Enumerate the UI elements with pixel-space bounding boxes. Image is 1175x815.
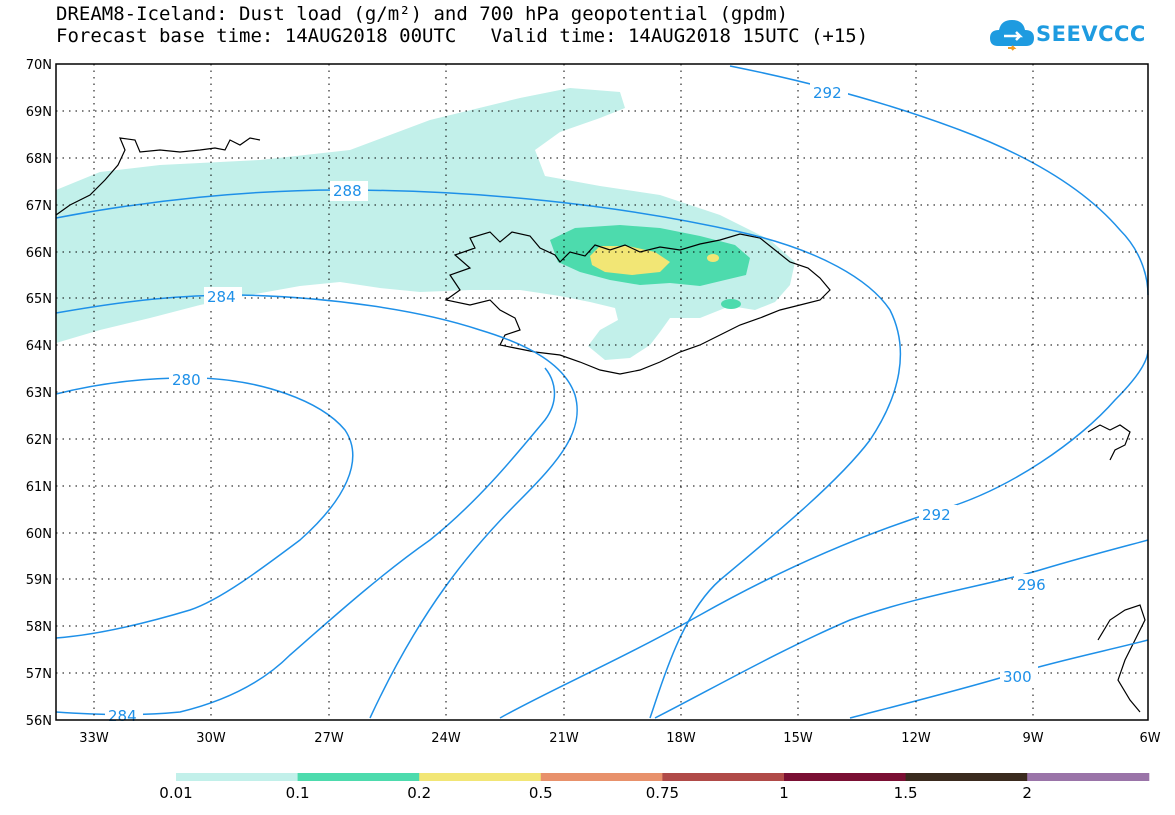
- contour-label-288: 288: [333, 182, 362, 200]
- lat-label-63n: 63N: [26, 386, 52, 401]
- contour-280: [55, 377, 354, 639]
- contour-284-south: [55, 367, 556, 716]
- lat-label-69n: 69N: [26, 105, 52, 120]
- contour-label-284-south: 284: [108, 707, 137, 725]
- lat-label-64n: 64N: [26, 339, 52, 354]
- lat-label-58n: 58N: [26, 620, 52, 635]
- legend-swatch-1: [297, 773, 420, 781]
- legend-swatch-0: [176, 773, 299, 781]
- contour-label-300: 300: [1003, 668, 1032, 686]
- lat-label-65n: 65N: [26, 292, 52, 307]
- cloud-icon: [990, 20, 1034, 51]
- contour-label-284: 284: [207, 288, 236, 306]
- contour-296: [654, 539, 1149, 719]
- contour-label-296: 296: [1017, 576, 1046, 594]
- lon-label-12w: 12W: [901, 731, 931, 746]
- legend-swatch-6: [905, 773, 1028, 781]
- legend-tick-label: 0.5: [528, 784, 553, 802]
- dust-region-0.2: [590, 246, 670, 275]
- dust-spot-0.2: [707, 254, 719, 262]
- lon-label-18w: 18W: [666, 731, 696, 746]
- dust-spot-0.1: [721, 299, 741, 309]
- legend-tick-label: 0.01: [159, 784, 193, 802]
- legend-tick-label: 0.75: [645, 784, 680, 802]
- lat-label-56n: 56N: [26, 714, 52, 729]
- legend-tick-label: 1: [779, 784, 789, 802]
- contour-label-292-south: 292: [922, 506, 951, 524]
- lat-label-57n: 57N: [26, 667, 52, 682]
- legend-tick-label: 2: [1022, 784, 1032, 802]
- lat-label-67n: 67N: [26, 199, 52, 214]
- contour-300: [849, 639, 1149, 719]
- lat-label-59n: 59N: [26, 573, 52, 588]
- logo-text: SEEVCCC: [1036, 22, 1146, 46]
- legend-swatch-7: [1027, 773, 1150, 781]
- lat-label-68n: 68N: [26, 152, 52, 167]
- legend-tick-label: 1.5: [893, 784, 918, 802]
- lon-label-27w: 27W: [314, 731, 344, 746]
- contour-labels: 292 288 284 280 284 292 296 300: [105, 82, 1052, 725]
- lon-label-30w: 30W: [196, 731, 226, 746]
- scotland-coastline: [1097, 604, 1146, 713]
- longitude-axis: 33W 30W 27W 24W 21W 18W 15W 12W 9W 6W: [79, 731, 1160, 746]
- legend-tick-label: 0.2: [407, 784, 432, 802]
- contour-284: [55, 294, 578, 719]
- legend-colorbar: [176, 773, 1150, 781]
- map-frame: [55, 63, 1149, 721]
- lon-label-15w: 15W: [783, 731, 813, 746]
- legend-swatch-2: [419, 773, 542, 781]
- legend-swatch-5: [784, 773, 907, 781]
- lat-label-66n: 66N: [26, 246, 52, 261]
- lat-label-60n: 60N: [26, 527, 52, 542]
- greenland-coastline: [55, 137, 261, 216]
- title-line-2: Forecast base time: 14AUG2018 00UTC Vali…: [56, 25, 869, 47]
- faroe-coastline: [1087, 424, 1131, 461]
- lon-label-6w: 6W: [1139, 731, 1160, 746]
- contour-label-292-north: 292: [813, 84, 842, 102]
- contour-label-280: 280: [172, 371, 201, 389]
- graticule: [56, 64, 1148, 720]
- lon-label-9w: 9W: [1022, 731, 1043, 746]
- legend-swatch-4: [662, 773, 785, 781]
- lon-label-33w: 33W: [79, 731, 109, 746]
- contour-292-south: [499, 349, 1149, 719]
- seevccc-logo: SEEVCCC: [988, 14, 1145, 58]
- lat-label-70n: 70N: [26, 58, 52, 73]
- lon-label-24w: 24W: [431, 731, 461, 746]
- legend-tick-label: 0.1: [285, 784, 310, 802]
- lon-label-21w: 21W: [549, 731, 579, 746]
- latitude-axis: 70N 69N 68N 67N 66N 65N 64N 63N 62N 61N …: [26, 58, 52, 729]
- lat-label-61n: 61N: [26, 480, 52, 495]
- lat-label-62n: 62N: [26, 433, 52, 448]
- legend-swatch-3: [540, 773, 663, 781]
- title-line-1: DREAM8-Iceland: Dust load (g/m²) and 700…: [56, 3, 789, 25]
- dust-region-0.01: [56, 88, 795, 360]
